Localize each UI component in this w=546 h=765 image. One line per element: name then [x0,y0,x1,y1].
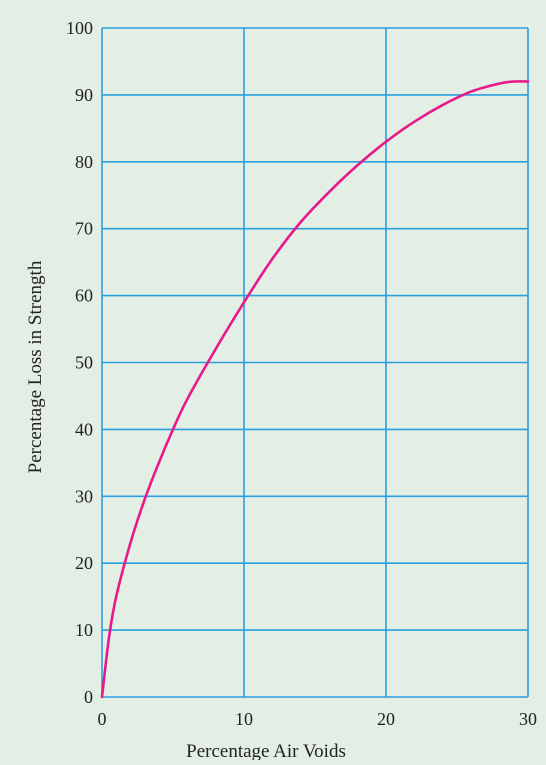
y-tick-label-90: 90 [75,85,93,105]
x-tick-label-0: 0 [98,709,107,729]
x-axis-label: Percentage Air Voids [186,741,346,760]
grid [101,27,529,698]
series-line [100,80,530,699]
y-axis-label: Percentage Loss in Strength [25,260,46,473]
x-tick-label-10: 10 [235,709,253,729]
y-tick-label-40: 40 [75,419,93,439]
y-tick-label-70: 70 [75,219,93,239]
y-tick-label-80: 80 [75,152,93,172]
tick-labels: 0 10 20 30 40 50 60 70 80 90 100 0 10 20 30 [66,18,537,729]
y-tick-label-30: 30 [75,486,93,506]
y-tick-label-60: 60 [75,286,93,306]
y-tick-label-0: 0 [84,687,93,707]
y-tick-label-10: 10 [75,620,93,640]
x-tick-label-20: 20 [377,709,395,729]
x-tick-label-30: 30 [519,709,537,729]
y-tick-label-20: 20 [75,553,93,573]
y-tick-label-100: 100 [66,18,93,38]
y-tick-label-50: 50 [75,353,93,373]
